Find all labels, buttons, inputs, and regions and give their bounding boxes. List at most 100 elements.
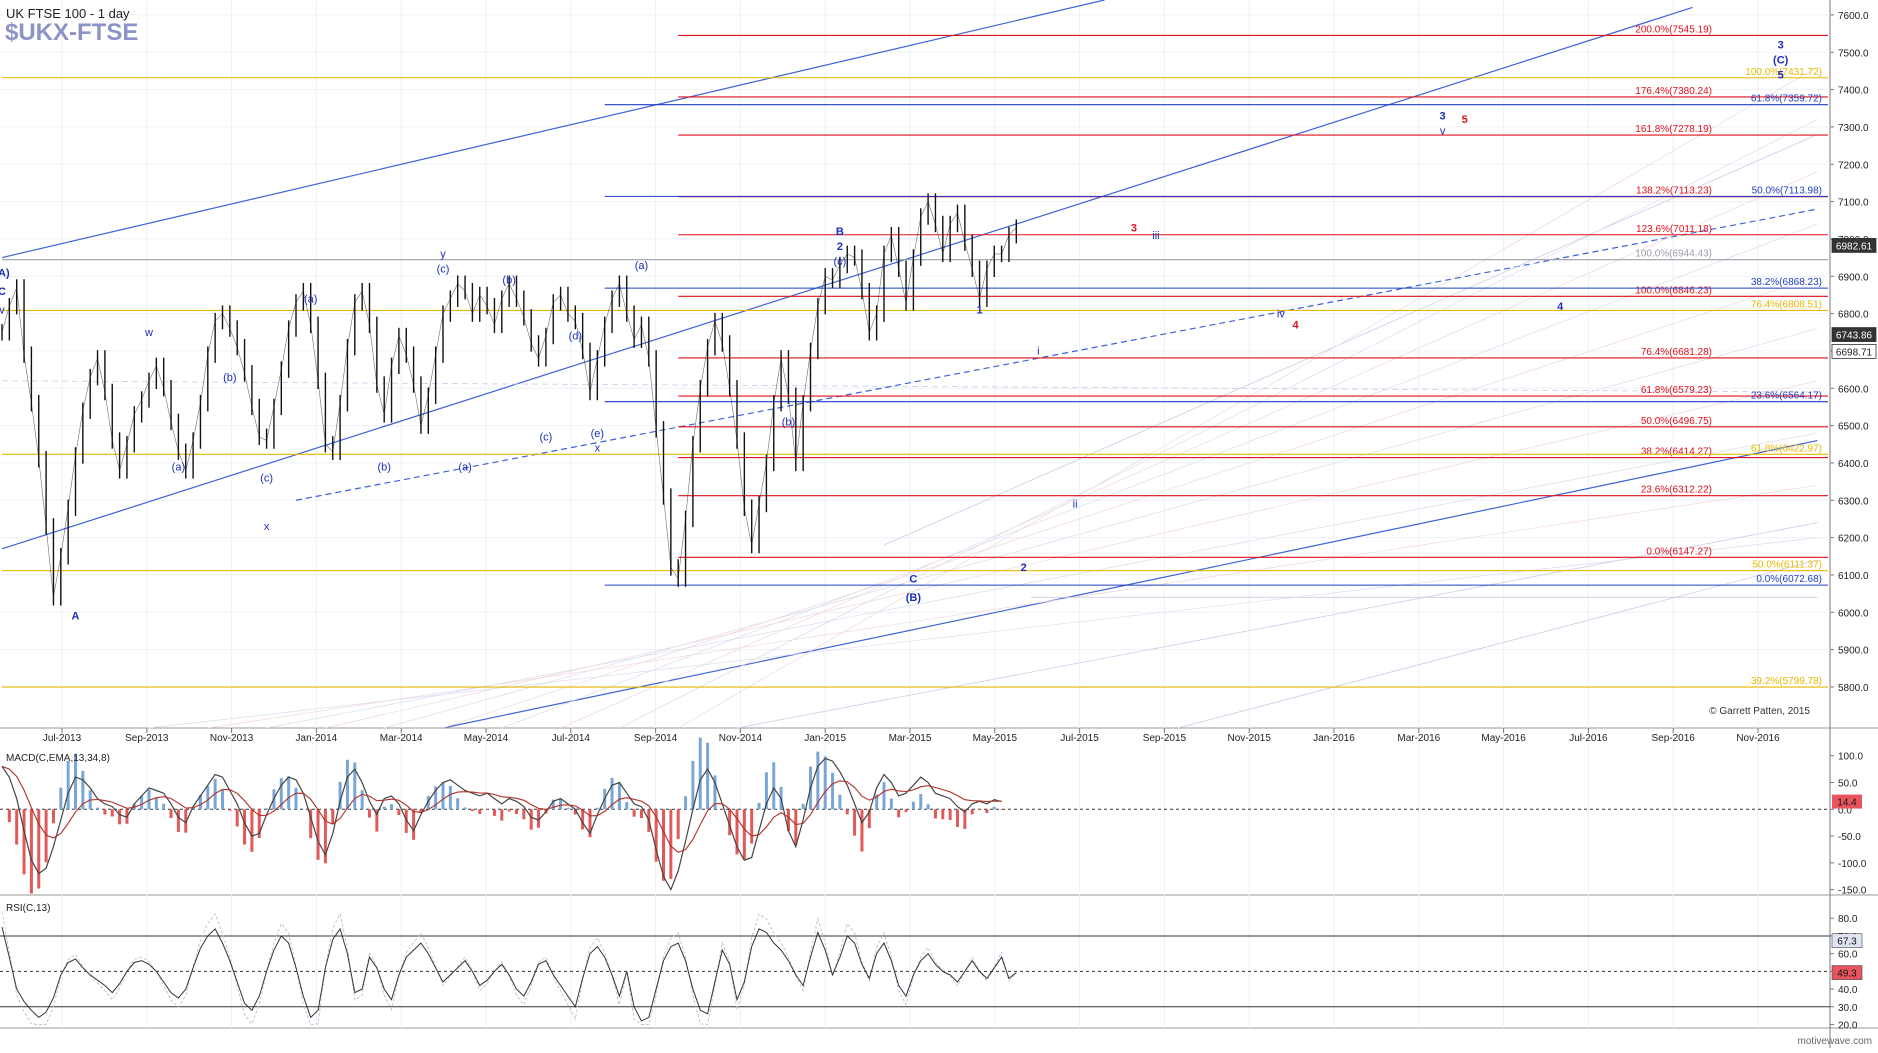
rsi-value-label: 67.3 [1837,937,1857,948]
fan-ray [266,432,1818,729]
y-tick-label: 6400.0 [1838,459,1869,470]
y-tick-label: 5800.0 [1838,683,1869,694]
channel-line [1,6,1693,550]
wave-label: C [909,573,917,585]
wave-label: 3 [1778,40,1784,52]
x-tick-label: Jan-2015 [804,733,846,744]
wave-label: 3 [1131,222,1137,234]
price-line [1,200,1017,598]
rsi-y-tick-label: 40.0 [1838,985,1858,996]
wave-label: (a) [635,260,648,272]
x-tick-label: Nov-2015 [1228,733,1272,744]
y-tick-label: 6200.0 [1838,534,1869,545]
macd-y-tick-label: -50.0 [1838,832,1861,843]
price-tag [1831,327,1877,342]
fib-level-label: 61.8%(6579.23) [1641,385,1712,396]
x-tick-label: Nov-2014 [719,733,763,744]
wave-label: iv [1277,308,1285,320]
x-tick-label: Jan-2014 [296,733,338,744]
x-tick-label: Mar-2016 [1397,733,1440,744]
rsi-title: RSI(C,13) [6,903,50,914]
wave-label: iii [1152,230,1159,242]
price-tag [1831,238,1877,253]
fib-level-label: 61.8%(6422.97) [1751,443,1822,454]
x-tick-label: May-2014 [464,733,509,744]
channel-line [883,134,1818,546]
macd-line [1,757,1002,892]
y-tick-label: 6600.0 [1838,384,1869,395]
wave-label: (b) [223,372,236,384]
fan-ray [442,275,1818,729]
wave-label: y [440,249,446,261]
x-tick-label: Jul-2015 [1060,733,1099,744]
fib-level-label: 123.6%(7011.18) [1636,224,1712,235]
wave-label: x [595,443,601,455]
x-tick-label: Jul-2014 [552,733,591,744]
wave-label: (B) [906,592,922,604]
fib-level-label: 50.0%(7113.98) [1752,185,1822,196]
channel-line [1,0,1105,259]
x-tick-label: Nov-2013 [210,733,254,744]
wave-label: x [264,521,270,533]
channel-line [1177,559,1818,729]
wave-label: (c) [260,473,273,485]
watermark: motivewave.com [1798,1036,1872,1047]
fib-level-label: 200.0%(7545.19) [1635,24,1712,35]
fib-level-label: 38.2%(6414.27) [1641,447,1712,458]
price-tag-label: 6743.86 [1836,331,1873,342]
y-tick-label: 6300.0 [1838,496,1869,507]
y-tick-label: 6500.0 [1838,422,1869,433]
x-tick-label: Sep-2013 [125,733,169,744]
fan-ray [619,119,1818,729]
macd-y-tick-label: -100.0 [1838,859,1867,870]
x-tick-label: Jul-2016 [1569,733,1608,744]
fib-level-label: 100.0%(7431.72) [1745,67,1822,78]
wave-label: 1 [976,305,982,317]
rsi-y-tick-label: 80.0 [1838,914,1858,925]
macd-value-tag [1832,794,1862,809]
fib-level-label: 50.0%(6496.75) [1641,416,1712,427]
x-tick-label: Sep-2015 [1143,733,1187,744]
fan-ray [678,66,1818,729]
wave-label: i [1037,346,1039,358]
y-tick-label: 6100.0 [1838,571,1869,582]
wave-label: 4 [1557,301,1564,313]
fib-level-label: 100.0%(6846.23) [1635,285,1712,296]
wave-label: w [144,327,153,339]
wave-label: 4 [1293,320,1300,332]
wave-label: (d) [569,331,582,343]
y-tick-label: 6800.0 [1838,310,1869,321]
wave-label: (b) [782,417,795,429]
rsi-y-tick-label: 20.0 [1838,1020,1858,1031]
fan-ray [148,537,1818,729]
x-tick-label: May-2015 [973,733,1018,744]
fib-level-label: 61.8%(7359.72) [1751,94,1822,105]
wave-label: (e) [591,428,604,440]
fib-level-label: 23.6%(6312.22) [1641,485,1712,496]
wave-label: (b) [377,461,390,473]
fib-level-label: 23.6%(6564.17) [1751,391,1822,402]
wave-label: (c) [539,432,552,444]
chart-title: UK FTSE 100 - 1 day [6,6,130,21]
price-tag [1831,344,1877,359]
fan-ray [560,171,1818,729]
copyright: © Garrett Patten, 2015 [1709,706,1810,717]
wave-label: (C) [1773,54,1789,66]
wave-label: (c) [833,256,846,268]
fib-level-label: 76.4%(6681.28) [1641,347,1712,358]
price-tag-label: 6698.71 [1836,347,1873,358]
wave-label: 2 [837,241,843,253]
wave-label: (a) [458,461,471,473]
y-tick-label: 6000.0 [1838,608,1869,619]
fib-level-label: 176.4%(7380.24) [1635,86,1712,97]
wave-label: (c) [437,264,450,276]
rsi-value-label: 49.3 [1837,969,1857,980]
macd-y-tick-label: 50.0 [1838,779,1858,790]
wave-label: ii [1073,499,1078,511]
channel-line [295,208,1818,501]
x-tick-label: May-2016 [1481,733,1526,744]
wave-label: (A) [0,267,10,279]
fib-level-label: 76.4%(6808.51) [1751,299,1822,310]
x-tick-label: Jan-2016 [1313,733,1355,744]
